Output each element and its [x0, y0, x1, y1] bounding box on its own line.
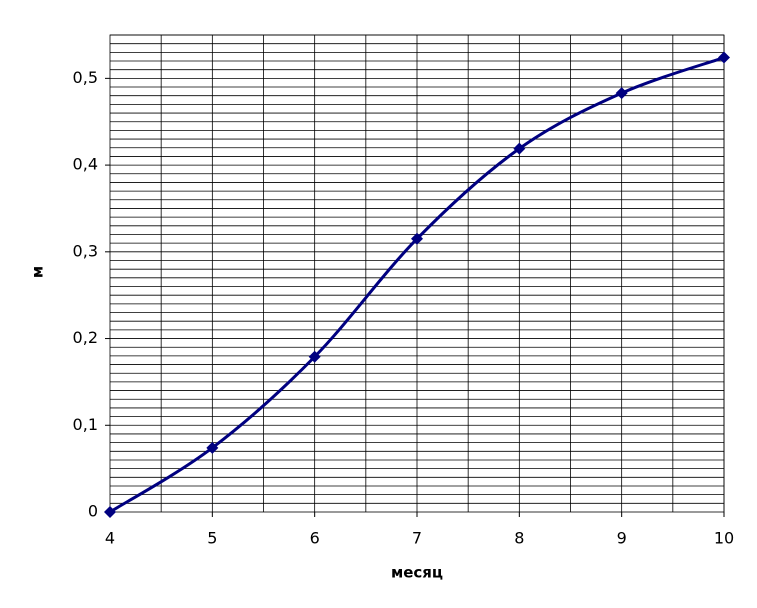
- data-point: [308, 350, 321, 363]
- y-tick-label: 0: [88, 502, 98, 521]
- y-tick-label: 0,4: [73, 155, 98, 174]
- x-tick-label: 9: [617, 529, 627, 548]
- x-tick-label: 10: [714, 529, 734, 548]
- data-point: [104, 506, 116, 518]
- x-tick-label: 6: [310, 529, 320, 548]
- y-tick-label: 0,1: [73, 415, 98, 434]
- data-point: [615, 87, 628, 100]
- y-tick-label: 0,5: [73, 68, 98, 87]
- data-point: [206, 441, 219, 454]
- x-tick-label: 5: [207, 529, 217, 548]
- x-axis-title: месяц: [391, 564, 443, 582]
- x-tick-label: 4: [105, 529, 115, 548]
- data-point: [718, 51, 730, 64]
- data-point: [411, 232, 423, 245]
- y-axis-title: м: [29, 266, 47, 278]
- x-tick-label: 8: [514, 529, 524, 548]
- x-tick-label: 7: [412, 529, 422, 548]
- data-point: [513, 142, 526, 155]
- y-tick-label: 0,2: [73, 328, 98, 347]
- y-tick-label: 0,3: [73, 241, 98, 260]
